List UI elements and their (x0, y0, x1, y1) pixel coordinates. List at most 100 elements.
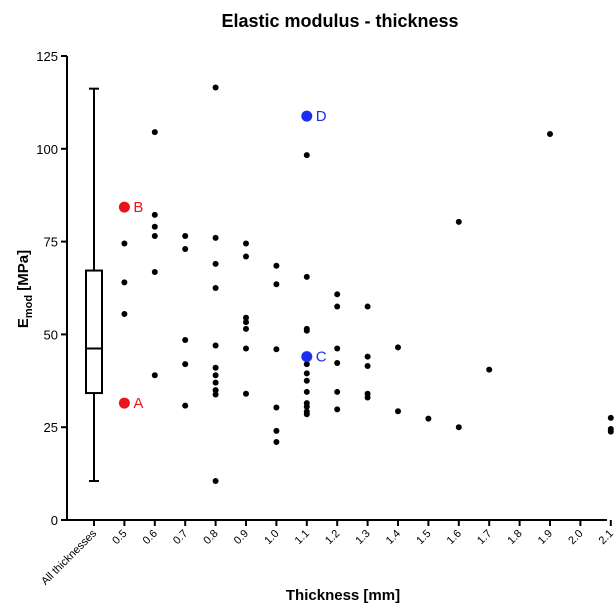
x-tick-label: 0.8 (201, 528, 220, 547)
data-point (243, 314, 249, 321)
x-tick-label: 1.9 (536, 528, 555, 547)
boxplot-box (85, 269, 103, 395)
data-point (121, 310, 128, 317)
data-point (425, 415, 432, 422)
data-points (121, 84, 614, 485)
y-tick-label: 25 (44, 420, 58, 435)
x-tick-label: 2.1 (597, 528, 614, 547)
data-point (303, 273, 310, 280)
data-point (334, 291, 341, 298)
data-point (303, 377, 310, 384)
x-tick-label: 1.8 (505, 528, 524, 547)
x-axis: All thicknesses 0.5 0.6 0.7 0.8 0.9 1.0 1.1 1.2 1… (39, 519, 614, 588)
data-point (212, 387, 219, 394)
data-point (334, 406, 341, 413)
annotation-label-a: A (133, 395, 143, 412)
data-point (212, 285, 219, 291)
data-point (212, 478, 219, 485)
data-point (455, 424, 462, 431)
data-point (303, 370, 310, 377)
data-point (273, 404, 280, 411)
data-point (243, 240, 249, 247)
y-tick-label: 50 (44, 327, 58, 342)
data-point (364, 353, 371, 360)
data-point (303, 152, 310, 159)
annotation-point-b (118, 201, 130, 213)
x-tick-label: 1.4 (384, 528, 403, 547)
annotation-label-b: B (133, 199, 143, 216)
x-tick-label: 1.0 (262, 528, 281, 547)
data-point (212, 372, 219, 379)
data-point (151, 372, 158, 379)
data-point (273, 262, 280, 269)
x-tick-label: 0.6 (141, 528, 160, 547)
data-point (243, 253, 249, 260)
data-point (395, 408, 401, 415)
x-tick-label: 0.7 (171, 528, 190, 547)
y-axis: 0 25 50 75 100 125 (36, 49, 68, 528)
data-point (182, 361, 189, 368)
y-axis-label-unit: [MPa] (15, 250, 32, 295)
data-point (182, 246, 189, 253)
data-point (151, 129, 158, 136)
data-point (273, 439, 280, 446)
data-point (364, 394, 371, 401)
x-tick-label: All thicknesses (39, 527, 99, 587)
data-point (182, 233, 189, 240)
data-point (212, 364, 219, 371)
annotation-point-d (301, 110, 313, 122)
annotation-label-d: D (316, 108, 327, 125)
y-tick-label: 0 (51, 513, 58, 528)
chart-title: Elastic modulus - thickness (221, 11, 458, 31)
data-point (364, 362, 371, 369)
data-point (273, 281, 280, 288)
data-point (273, 346, 280, 353)
data-point (212, 342, 219, 349)
data-point (212, 234, 219, 241)
data-point (455, 218, 462, 225)
data-point (212, 84, 219, 91)
data-point (212, 260, 219, 267)
data-point (395, 344, 401, 351)
data-point (243, 325, 249, 332)
data-point (486, 366, 493, 373)
x-tick-label: 1.1 (293, 528, 312, 547)
data-point (334, 359, 341, 366)
x-axis-label: Thickness [mm] (286, 587, 400, 604)
y-tick-label: 125 (36, 49, 58, 64)
x-tick-label: 1.2 (323, 528, 342, 547)
data-point (243, 390, 249, 397)
y-axis-label-main: E (15, 318, 32, 328)
data-point (303, 403, 310, 410)
data-point (121, 279, 128, 286)
data-point (182, 336, 189, 343)
data-point (303, 411, 310, 418)
data-point (121, 240, 128, 247)
data-point (607, 428, 614, 435)
data-point (151, 211, 158, 218)
x-tick-label: 2.0 (566, 528, 585, 547)
x-tick-label: 1.7 (475, 528, 494, 547)
y-tick-label: 100 (36, 142, 58, 157)
data-point (243, 345, 249, 352)
data-point (212, 391, 219, 398)
annotation-point-a (118, 397, 130, 409)
data-point (547, 130, 553, 137)
data-point (364, 303, 371, 310)
annotation-point-c (301, 351, 313, 363)
x-tick-label: 0.9 (232, 528, 251, 547)
annotations: A B C D (118, 108, 327, 412)
y-axis-label: Emod [MPa] (15, 250, 35, 328)
data-point (334, 303, 341, 310)
x-tick-label: 1.6 (445, 528, 464, 547)
data-point (151, 269, 158, 276)
y-axis-label-sub: mod (23, 295, 35, 318)
data-point (151, 233, 158, 240)
x-tick-label: 0.5 (110, 528, 129, 547)
x-tick-label: 1.3 (353, 528, 372, 547)
data-point (212, 379, 219, 386)
data-point (334, 388, 341, 395)
data-point (607, 414, 614, 421)
data-point (182, 402, 189, 409)
